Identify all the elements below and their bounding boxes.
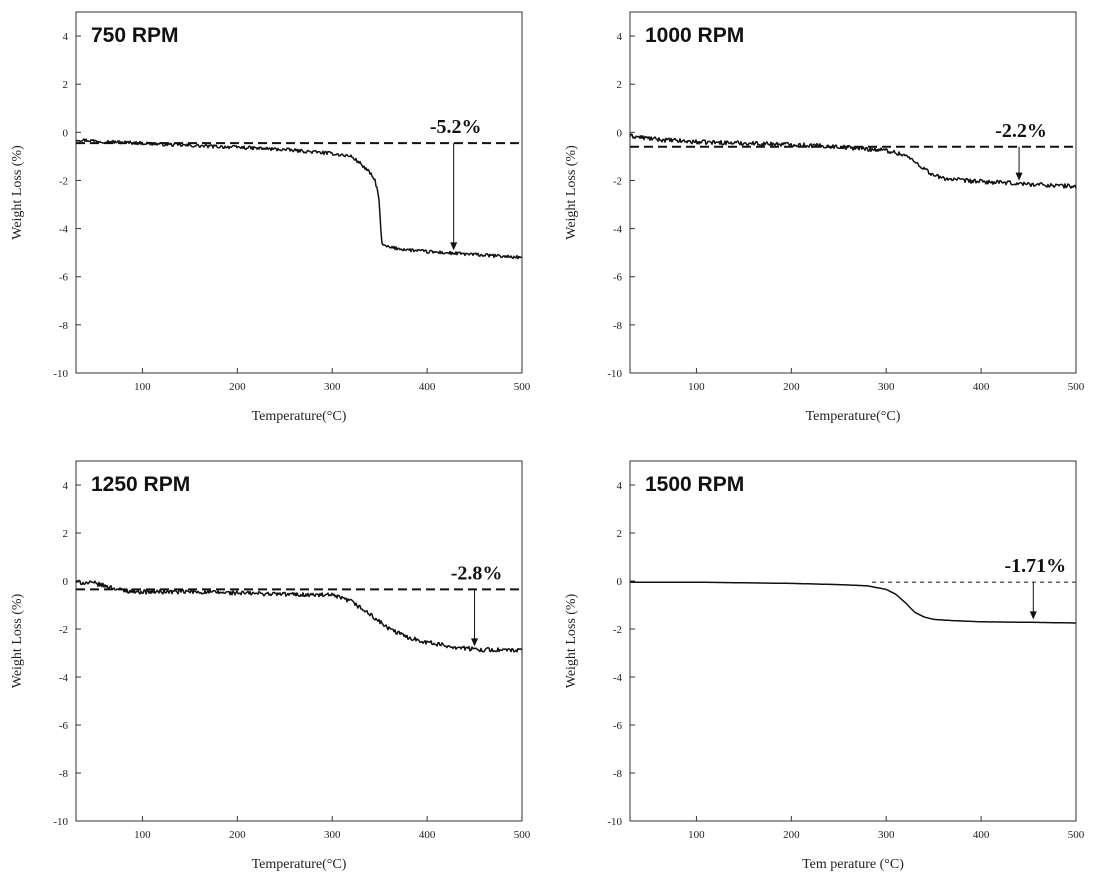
x-tick-label: 300	[878, 381, 895, 393]
chart-panel-1: -10 -8 -6 -4 -2 0 2 4 100 200 300 400 500 Temperature…	[10, 11, 531, 424]
weight-loss-curve	[75, 138, 523, 260]
annotation-arrow-head	[450, 242, 458, 251]
y-tick-label: 4	[617, 31, 623, 43]
annotation-arrow-head	[471, 638, 479, 647]
y-tick-label: 4	[63, 31, 69, 43]
panel-title: 750 RPM	[91, 24, 179, 47]
y-axis-title: Weight Loss (%)	[564, 145, 579, 240]
y-tick-label: 2	[63, 528, 69, 540]
y-tick-label: -2	[613, 175, 622, 187]
x-tick-label: 200	[783, 829, 800, 841]
y-tick-label: 4	[617, 480, 623, 492]
x-axis-title: Tem perature (°C)	[802, 857, 904, 872]
x-tick-label: 300	[878, 829, 895, 841]
y-tick-label: -8	[59, 768, 69, 780]
x-tick-label: 400	[973, 829, 990, 841]
y-tick-label: -4	[613, 672, 623, 684]
annotation-label: -1.71%	[1004, 555, 1066, 577]
weight-loss-curve	[75, 579, 523, 653]
x-tick-label: 200	[783, 381, 800, 393]
x-tick-label: 100	[688, 829, 705, 841]
y-tick-label: 2	[617, 528, 623, 540]
x-tick-label: 300	[324, 829, 341, 841]
y-tick-label: -6	[59, 720, 69, 732]
x-tick-label: 100	[134, 829, 151, 841]
y-axis-title: Weight Loss (%)	[10, 593, 25, 688]
x-tick-label: 500	[514, 381, 531, 393]
y-tick-label: -2	[613, 624, 622, 636]
chart-panel-4: -10 -8 -6 -4 -2 0 2 4 100 200 300 400 500 Tem peratur…	[564, 460, 1085, 872]
plot-frame	[629, 11, 1077, 374]
y-tick-label: -6	[613, 720, 623, 732]
y-tick-label: -8	[613, 320, 623, 332]
y-tick-label: 0	[63, 127, 69, 139]
chart-panel-2: -10 -8 -6 -4 -2 0 2 4 100 200 300 400 500 Temperature…	[564, 11, 1085, 424]
x-tick-label: 500	[1068, 829, 1085, 841]
annotation-label: -2.8%	[451, 562, 503, 584]
y-tick-label: -8	[613, 768, 623, 780]
y-tick-label: -8	[59, 320, 69, 332]
plot-frame	[629, 460, 1077, 822]
y-tick-label: 2	[63, 79, 69, 91]
annotation-label: -2.2%	[995, 120, 1047, 142]
x-tick-label: 500	[514, 829, 531, 841]
annotation-label: -5.2%	[430, 116, 482, 138]
y-axis-title: Weight Loss (%)	[564, 593, 579, 688]
panel-title: 1250 RPM	[91, 473, 190, 496]
y-tick-label: 2	[617, 79, 623, 91]
annotation-arrow-head	[1029, 611, 1037, 620]
x-tick-label: 200	[229, 381, 246, 393]
y-tick-label: -10	[607, 368, 622, 380]
x-tick-label: 400	[419, 381, 436, 393]
weight-loss-curve	[629, 133, 1077, 189]
y-tick-label: 0	[617, 127, 623, 139]
x-tick-label: 200	[229, 829, 246, 841]
annotation-arrow-head	[1015, 172, 1023, 181]
plot-frame	[75, 460, 523, 822]
x-tick-label: 400	[419, 829, 436, 841]
x-tick-label: 300	[324, 381, 341, 393]
y-tick-label: -2	[59, 624, 68, 636]
y-tick-label: -4	[613, 224, 623, 236]
y-tick-label: -6	[613, 272, 623, 284]
y-axis-title: Weight Loss (%)	[10, 145, 25, 240]
panel-title: 1000 RPM	[645, 24, 744, 47]
y-tick-label: -10	[607, 816, 622, 828]
y-tick-label: -10	[53, 816, 68, 828]
chart-panel-3: -10 -8 -6 -4 -2 0 2 4 100 200 300 400 500 Temperature…	[10, 460, 531, 872]
x-tick-label: 400	[973, 381, 990, 393]
weight-loss-curve	[630, 581, 1076, 624]
y-tick-label: 0	[63, 576, 69, 588]
panel-title: 1500 RPM	[645, 473, 744, 496]
y-tick-label: 0	[617, 576, 623, 588]
x-axis-title: Temperature(°C)	[252, 409, 347, 424]
x-tick-label: 100	[134, 381, 151, 393]
y-tick-label: -4	[59, 224, 69, 236]
y-tick-label: -10	[53, 368, 68, 380]
y-tick-label: 4	[63, 480, 69, 492]
x-axis-title: Temperature(°C)	[252, 857, 347, 872]
y-tick-label: -4	[59, 672, 69, 684]
plot-frame	[75, 11, 523, 374]
y-tick-label: -6	[59, 272, 69, 284]
y-tick-label: -2	[59, 175, 68, 187]
x-axis-title: Temperature(°C)	[806, 409, 901, 424]
x-tick-label: 100	[688, 381, 705, 393]
x-tick-label: 500	[1068, 381, 1085, 393]
